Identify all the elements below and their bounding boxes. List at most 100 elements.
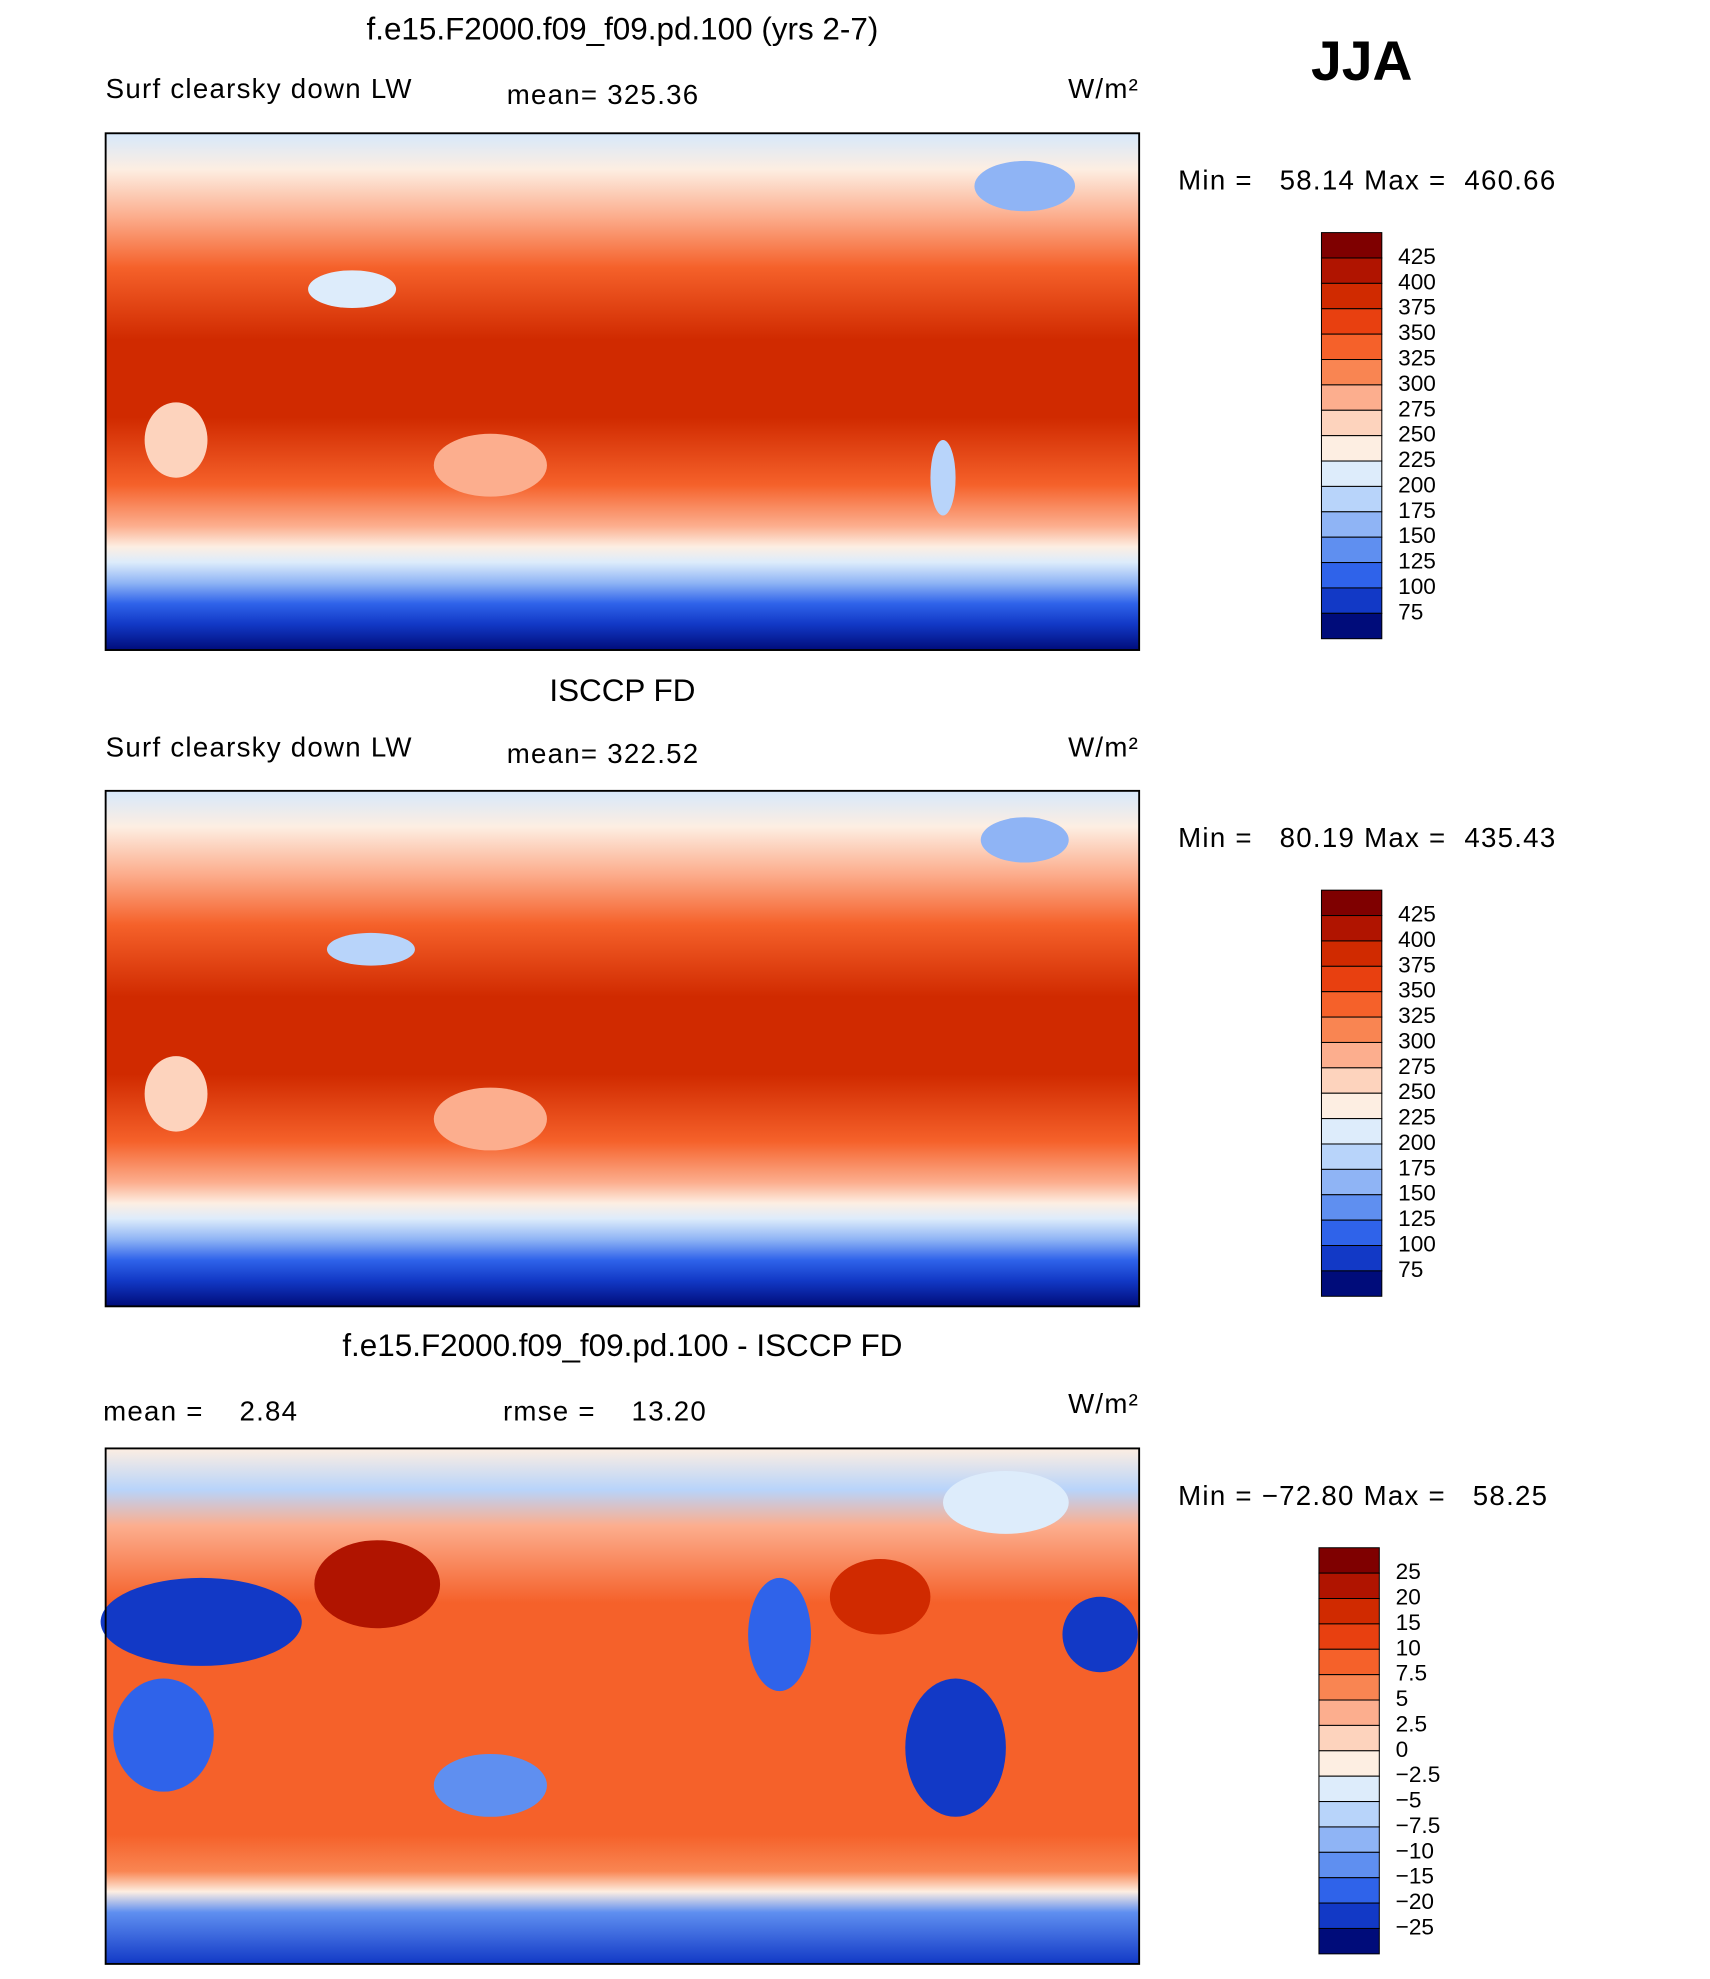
colorbar-label: 175 <box>1398 498 1436 523</box>
colorbar-swatch <box>1320 384 1383 411</box>
colorbar-label: 100 <box>1398 574 1436 599</box>
colorbar-swatch <box>1320 965 1383 993</box>
colorbar-label: −2.5 <box>1396 1762 1441 1787</box>
colorbar-label: 375 <box>1398 952 1436 977</box>
colorbar-swatch <box>1318 1547 1380 1574</box>
colorbar-label: 325 <box>1398 1003 1436 1028</box>
colorbar-label: 300 <box>1398 371 1436 396</box>
colorbar-label: 0 <box>1396 1737 1409 1762</box>
colorbar-swatch <box>1320 1168 1383 1196</box>
mean-label: mean = 2.84 <box>103 1396 298 1427</box>
colorbar-label: 225 <box>1398 447 1436 472</box>
variable-label: Surf clearsky down LW <box>106 732 413 763</box>
colorbar-swatch <box>1320 1143 1383 1170</box>
colorbar-swatch <box>1318 1750 1380 1777</box>
colorbar-swatch <box>1320 308 1383 335</box>
season-label: JJA <box>1311 30 1412 92</box>
colorbar-label: 20 <box>1396 1584 1421 1609</box>
colorbar-swatch <box>1318 1572 1380 1600</box>
colorbar-label: 350 <box>1398 978 1436 1003</box>
colorbar-label: 250 <box>1398 1079 1436 1104</box>
colorbar-label: 275 <box>1398 1054 1436 1079</box>
colorbar-label: 325 <box>1398 345 1436 370</box>
colorbar-swatch <box>1320 460 1383 487</box>
colorbar-label: −25 <box>1396 1914 1434 1939</box>
colorbar-label: 7.5 <box>1396 1661 1427 1686</box>
colorbar-swatch <box>1318 1648 1380 1676</box>
colorbar-swatch <box>1320 562 1383 589</box>
range-label: Min = 58.14 Max = 460.66 <box>1178 165 1556 196</box>
colorbar-swatch <box>1318 1801 1380 1828</box>
colorbar-swatch <box>1320 409 1383 437</box>
colorbar-swatch <box>1318 1674 1380 1701</box>
colorbar-label: 75 <box>1398 599 1423 624</box>
colorbar-label: 350 <box>1398 320 1436 345</box>
colorbar-swatch <box>1318 1598 1380 1625</box>
colorbar-swatch <box>1318 1699 1380 1726</box>
colorbar-label: −15 <box>1396 1864 1434 1889</box>
colorbar-swatch <box>1320 232 1383 259</box>
colorbar-swatch <box>1320 1118 1383 1145</box>
colorbar-label: −20 <box>1396 1889 1434 1914</box>
colorbar-label: −5 <box>1396 1788 1422 1813</box>
panel-title: f.e15.F2000.f09_f09.pd.100 (yrs 2-7) <box>366 12 878 47</box>
colorbar-swatch <box>1320 333 1383 361</box>
panel-title: f.e15.F2000.f09_f09.pd.100 - ISCCP FD <box>342 1328 902 1363</box>
colorbar-swatch <box>1320 282 1383 310</box>
colorbar-label: 375 <box>1398 295 1436 320</box>
colorbar-label: 5 <box>1396 1686 1409 1711</box>
colorbar: 4254003753503253002752502252001751501251… <box>1320 232 1436 640</box>
colorbar-swatch <box>1318 1724 1380 1752</box>
units-label: W/m² <box>1068 732 1139 763</box>
colorbar-label: 175 <box>1398 1155 1436 1180</box>
colorbar-swatch <box>1320 435 1383 462</box>
colorbar-label: 15 <box>1396 1610 1421 1635</box>
colorbar-label: 150 <box>1398 523 1436 548</box>
colorbar-swatch <box>1320 1194 1383 1221</box>
colorbar-swatch <box>1320 1067 1383 1094</box>
map <box>104 789 1141 1308</box>
colorbar-swatch <box>1318 1902 1380 1929</box>
panel-title: ISCCP FD <box>549 673 695 708</box>
colorbar-label: 125 <box>1398 1206 1436 1231</box>
units-label: W/m² <box>1068 1388 1139 1419</box>
colorbar-swatch <box>1320 940 1383 967</box>
colorbar-label: 250 <box>1398 422 1436 447</box>
colorbar-label: −10 <box>1396 1838 1434 1863</box>
colorbar-swatch <box>1320 1092 1383 1120</box>
colorbar-swatch <box>1318 1623 1380 1650</box>
colorbar-label: 75 <box>1398 1257 1423 1282</box>
rmse-label: rmse = 13.20 <box>503 1396 707 1427</box>
map <box>104 132 1141 651</box>
colorbar-label: 200 <box>1398 1130 1436 1155</box>
colorbar-swatch <box>1318 1877 1380 1904</box>
colorbar: 4254003753503253002752502252001751501251… <box>1320 889 1436 1297</box>
colorbar-swatch <box>1320 1041 1383 1069</box>
colorbar-swatch <box>1320 1270 1383 1297</box>
variable-label: Surf clearsky down LW <box>106 73 413 104</box>
colorbar-swatch <box>1320 587 1383 614</box>
colorbar-label: 100 <box>1398 1232 1436 1257</box>
colorbar-swatch <box>1320 1016 1383 1043</box>
colorbar-label: 25 <box>1396 1559 1421 1584</box>
colorbar-label: 400 <box>1398 927 1436 952</box>
colorbar-swatch <box>1320 612 1383 640</box>
colorbar-label: 225 <box>1398 1105 1436 1130</box>
colorbar-swatch <box>1320 536 1383 564</box>
units-label: W/m² <box>1068 73 1139 104</box>
colorbar-label: 300 <box>1398 1028 1436 1053</box>
colorbar-label: −7.5 <box>1396 1813 1441 1838</box>
colorbar-swatch <box>1318 1927 1380 1955</box>
colorbar-label: 200 <box>1398 472 1436 497</box>
colorbar-label: 2.5 <box>1396 1711 1427 1736</box>
colorbar-label: 10 <box>1396 1635 1421 1660</box>
range-label: Min = 80.19 Max = 435.43 <box>1178 822 1556 853</box>
range-label: Min = −72.80 Max = 58.25 <box>1178 1480 1548 1511</box>
map <box>100 1447 1141 1965</box>
colorbar-label: 400 <box>1398 269 1436 294</box>
colorbar-swatch <box>1318 1775 1380 1803</box>
colorbar-swatch <box>1320 511 1383 538</box>
mean-label: mean= 325.36 <box>507 79 700 110</box>
